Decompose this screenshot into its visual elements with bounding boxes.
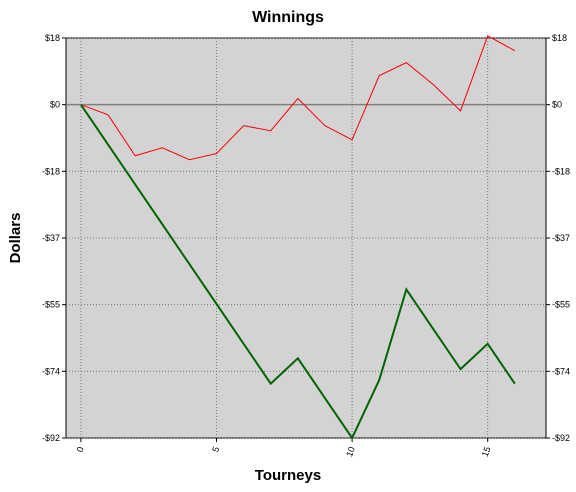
- y-tick-label: -$55: [42, 300, 60, 310]
- y2-tick-label: -$37: [552, 233, 570, 243]
- y2-tick-label: $18: [552, 33, 567, 43]
- x-tick-label: 15: [480, 445, 493, 458]
- y-axis-label: Dollars: [7, 213, 24, 264]
- y-tick-label: -$74: [42, 366, 60, 376]
- y-tick-label: -$18: [42, 166, 60, 176]
- y-tick-label: -$37: [42, 233, 60, 243]
- chart-title: Winnings: [252, 9, 324, 26]
- y2-tick-label: -$18: [552, 166, 570, 176]
- y2-tick-label: -$55: [552, 300, 570, 310]
- series-line: [80, 104, 516, 441]
- x-tick-label: 5: [210, 445, 221, 453]
- x-tick-label: 10: [344, 445, 357, 458]
- y-tick-label: -$92: [42, 433, 60, 443]
- y-tick-label: $18: [45, 33, 60, 43]
- series-line: [80, 35, 516, 161]
- y2-tick-label: $0: [552, 100, 562, 110]
- x-tick-label: 0: [75, 445, 86, 453]
- y2-tick-label: -$92: [552, 433, 570, 443]
- y-tick-label: $0: [50, 100, 60, 110]
- y2-tick-label: -$74: [552, 366, 570, 376]
- x-axis-label: Tourneys: [255, 467, 321, 484]
